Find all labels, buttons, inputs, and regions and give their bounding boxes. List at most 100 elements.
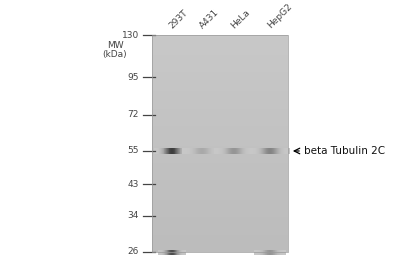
Bar <box>152 141 288 144</box>
Bar <box>152 70 288 72</box>
Bar <box>287 148 288 154</box>
Bar <box>152 172 288 174</box>
Bar <box>267 148 268 154</box>
Bar <box>152 79 288 81</box>
Bar <box>152 42 288 44</box>
Bar <box>187 148 188 154</box>
Bar <box>253 148 254 154</box>
Bar <box>152 102 288 105</box>
Bar <box>254 250 255 255</box>
Bar <box>173 148 174 154</box>
Bar <box>274 250 275 255</box>
Bar <box>152 98 288 100</box>
Bar <box>210 148 211 154</box>
Bar <box>152 180 288 183</box>
Bar <box>262 250 263 255</box>
Text: 72: 72 <box>128 110 139 119</box>
Bar <box>234 148 235 154</box>
Bar <box>177 148 178 154</box>
Bar <box>251 148 252 154</box>
Bar <box>195 148 196 154</box>
Bar <box>281 250 282 255</box>
Bar <box>206 148 207 154</box>
Bar <box>182 148 183 154</box>
Bar <box>152 128 288 131</box>
Bar <box>152 150 288 152</box>
Bar <box>152 187 288 189</box>
Bar <box>152 46 288 48</box>
Bar <box>274 148 275 154</box>
Bar <box>188 148 189 154</box>
Bar <box>152 230 288 232</box>
Bar <box>247 148 248 154</box>
Bar <box>214 148 215 154</box>
Bar <box>152 237 288 239</box>
Bar <box>267 250 268 255</box>
Bar <box>157 148 158 154</box>
Bar <box>182 148 183 154</box>
Bar <box>152 35 288 37</box>
Bar <box>216 148 217 154</box>
Bar <box>248 148 249 154</box>
Bar <box>249 148 250 154</box>
Text: A431: A431 <box>198 7 220 30</box>
Bar <box>189 148 190 154</box>
Bar <box>268 250 269 255</box>
Bar <box>152 206 288 209</box>
Bar <box>205 148 206 154</box>
Bar <box>184 148 185 154</box>
Bar <box>169 148 170 154</box>
Bar <box>273 148 274 154</box>
Text: 26: 26 <box>128 248 139 257</box>
Bar <box>264 148 265 154</box>
Bar <box>215 148 216 154</box>
Bar <box>171 148 172 154</box>
Bar <box>220 148 221 154</box>
Bar <box>253 148 254 154</box>
Bar <box>152 135 288 137</box>
Bar <box>152 224 288 226</box>
Bar <box>192 148 193 154</box>
Bar <box>152 139 288 141</box>
Bar <box>245 148 246 154</box>
Bar <box>241 148 242 154</box>
Text: 130: 130 <box>122 30 139 40</box>
Bar <box>152 215 288 217</box>
Bar <box>152 243 288 245</box>
Bar <box>152 183 288 185</box>
Bar <box>152 109 288 111</box>
Bar <box>269 148 270 154</box>
Bar <box>152 89 288 92</box>
Bar <box>152 74 288 76</box>
Bar <box>207 148 208 154</box>
Bar <box>152 209 288 211</box>
Bar <box>152 176 288 178</box>
Bar <box>263 148 264 154</box>
Bar <box>203 148 204 154</box>
Bar <box>152 137 288 139</box>
Bar <box>236 148 237 154</box>
Bar <box>178 148 179 154</box>
Bar <box>283 148 284 154</box>
Bar <box>152 55 288 57</box>
Bar <box>180 148 181 154</box>
Bar <box>226 148 227 154</box>
Bar <box>152 211 288 213</box>
Bar <box>271 250 272 255</box>
Bar <box>276 148 277 154</box>
Bar <box>162 148 163 154</box>
Bar <box>166 148 167 154</box>
Bar <box>175 148 176 154</box>
Bar <box>221 148 222 154</box>
Bar <box>199 148 200 154</box>
Bar <box>152 185 288 187</box>
Bar <box>261 148 262 154</box>
Bar <box>235 148 236 154</box>
Bar <box>179 148 180 154</box>
Bar <box>188 148 189 154</box>
Bar <box>152 87 288 89</box>
Bar <box>276 250 277 255</box>
Bar <box>152 165 288 167</box>
Bar <box>152 63 288 65</box>
Bar <box>269 250 270 255</box>
